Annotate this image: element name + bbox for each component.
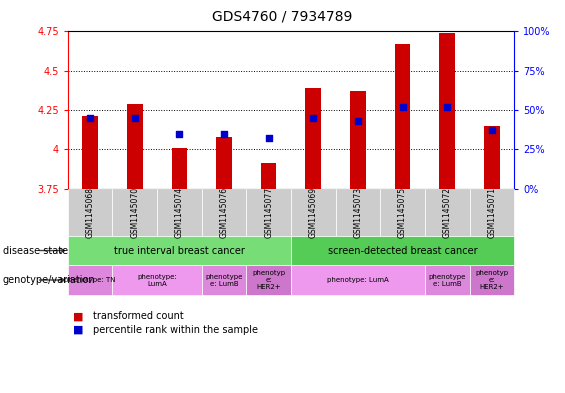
Text: phenotyp
e:
HER2+: phenotyp e: HER2+	[252, 270, 285, 290]
Text: GDS4760 / 7934789: GDS4760 / 7934789	[212, 10, 353, 24]
Point	[130, 115, 139, 121]
Text: ■: ■	[73, 325, 84, 335]
Point	[354, 118, 363, 124]
Text: GSM1145074: GSM1145074	[175, 187, 184, 238]
Point	[175, 130, 184, 137]
Bar	[82, 116, 98, 189]
Point	[487, 127, 496, 134]
Bar	[395, 44, 410, 189]
Point	[219, 130, 228, 137]
Text: GSM1145068: GSM1145068	[86, 187, 94, 238]
Point	[398, 104, 407, 110]
Text: percentile rank within the sample: percentile rank within the sample	[93, 325, 258, 335]
Text: GSM1145070: GSM1145070	[131, 187, 139, 238]
Text: screen-detected breast cancer: screen-detected breast cancer	[328, 246, 477, 255]
Text: GSM1145071: GSM1145071	[488, 187, 496, 238]
Point	[308, 115, 318, 121]
Text: disease state: disease state	[3, 246, 68, 255]
Point	[443, 104, 452, 110]
Point	[85, 115, 94, 121]
Bar	[350, 91, 366, 189]
Text: GSM1145072: GSM1145072	[443, 187, 451, 238]
Text: GSM1145073: GSM1145073	[354, 187, 362, 238]
Text: phenotype: LumA: phenotype: LumA	[327, 277, 389, 283]
Bar	[484, 126, 499, 189]
Point	[264, 135, 273, 141]
Text: phenotyp
e:
HER2+: phenotyp e: HER2+	[475, 270, 508, 290]
Text: transformed count: transformed count	[93, 311, 184, 321]
Bar	[216, 137, 232, 189]
Text: GSM1145069: GSM1145069	[309, 187, 318, 238]
Text: ■: ■	[73, 311, 84, 321]
Text: GSM1145077: GSM1145077	[264, 187, 273, 238]
Bar	[127, 104, 142, 189]
Text: phenotype
e: LumB: phenotype e: LumB	[205, 274, 243, 286]
Text: phenotype
e: LumB: phenotype e: LumB	[428, 274, 466, 286]
Bar	[306, 88, 321, 189]
Text: phenotype:
LumA: phenotype: LumA	[137, 274, 177, 286]
Bar	[261, 163, 276, 189]
Text: phenotype: TN: phenotype: TN	[64, 277, 116, 283]
Bar	[172, 148, 187, 189]
Text: true interval breast cancer: true interval breast cancer	[114, 246, 245, 255]
Text: GSM1145075: GSM1145075	[398, 187, 407, 238]
Bar	[440, 33, 455, 189]
Text: genotype/variation: genotype/variation	[3, 275, 95, 285]
Text: GSM1145076: GSM1145076	[220, 187, 228, 238]
